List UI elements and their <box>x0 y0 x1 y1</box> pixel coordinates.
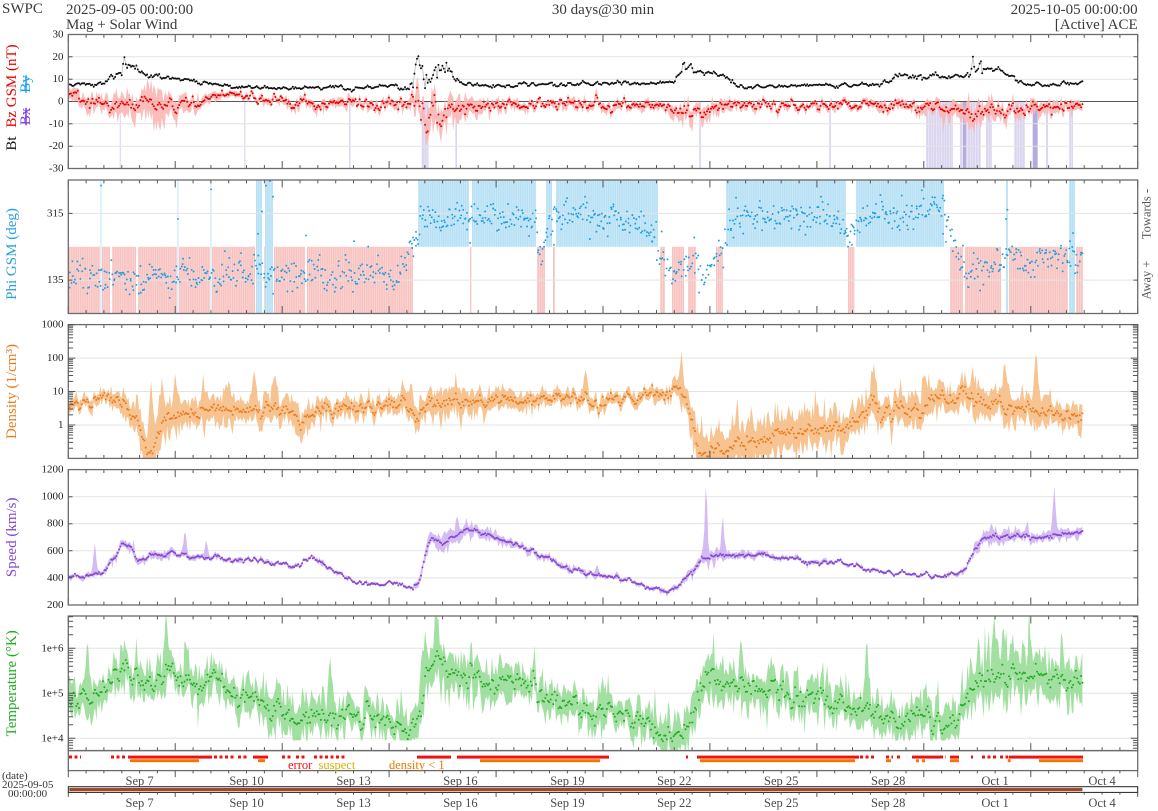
svg-text:200: 200 <box>47 599 64 611</box>
svg-text:suspect: suspect <box>319 758 356 772</box>
svg-text:Towards -: Towards - <box>1140 189 1154 239</box>
svg-text:Sep 10: Sep 10 <box>229 774 263 788</box>
svg-text:(date): (date) <box>2 770 28 782</box>
svg-text:Oct 4: Oct 4 <box>1088 796 1116 810</box>
svg-text:135: 135 <box>47 274 64 286</box>
svg-text:-10: -10 <box>49 118 64 130</box>
svg-text:2025-10-05 00:00:00: 2025-10-05 00:00:00 <box>1011 2 1138 18</box>
svg-text:Sep 25: Sep 25 <box>764 796 798 810</box>
svg-text:Bx: Bx <box>18 107 34 125</box>
svg-text:Sep 28: Sep 28 <box>871 796 905 810</box>
svg-text:600: 600 <box>47 545 64 557</box>
svg-text:By: By <box>18 75 34 93</box>
svg-text:800: 800 <box>47 518 64 530</box>
svg-text:Sep 7: Sep 7 <box>126 796 154 810</box>
svg-text:-20: -20 <box>49 140 64 152</box>
svg-text:Sep 13: Sep 13 <box>336 796 370 810</box>
svg-text:20: 20 <box>53 51 65 63</box>
svg-text:Sep 25: Sep 25 <box>764 774 798 788</box>
svg-text:Density (1/cm³): Density (1/cm³) <box>4 344 20 439</box>
svg-text:density < 1: density < 1 <box>389 758 445 772</box>
svg-text:1: 1 <box>58 419 64 431</box>
svg-text:Mag + Solar Wind: Mag + Solar Wind <box>66 17 178 33</box>
svg-text:2025-09-05: 2025-09-05 <box>2 779 54 791</box>
svg-text:Sep 16: Sep 16 <box>443 796 477 810</box>
svg-text:1200: 1200 <box>42 464 65 476</box>
svg-text:1000: 1000 <box>42 491 65 503</box>
svg-text:1e+6: 1e+6 <box>41 642 64 654</box>
svg-text:Away +: Away + <box>1140 261 1154 300</box>
svg-text:Sep 22: Sep 22 <box>657 796 691 810</box>
svg-text:-30: -30 <box>49 163 64 175</box>
svg-text:Temperature (°K): Temperature (°K) <box>4 630 20 736</box>
svg-text:Bz GSM (nT): Bz GSM (nT) <box>4 44 20 127</box>
svg-text:100: 100 <box>47 352 64 364</box>
svg-text:30: 30 <box>53 29 65 41</box>
svg-text:Oct 1: Oct 1 <box>981 774 1008 788</box>
svg-text:Sep 19: Sep 19 <box>550 774 584 788</box>
svg-text:error: error <box>288 758 313 772</box>
svg-text:Sep 28: Sep 28 <box>871 774 905 788</box>
svg-text:1e+5: 1e+5 <box>41 687 64 699</box>
svg-text:1e+4: 1e+4 <box>41 732 64 744</box>
svg-text:00:00:00: 00:00:00 <box>8 788 48 800</box>
svg-text:Oct 1: Oct 1 <box>981 796 1008 810</box>
svg-text:30 days@30 min: 30 days@30 min <box>552 2 655 18</box>
svg-text:Sep 19: Sep 19 <box>550 796 584 810</box>
svg-text:10: 10 <box>53 386 65 398</box>
svg-text:0: 0 <box>58 96 64 108</box>
svg-text:400: 400 <box>47 572 64 584</box>
svg-text:2025-09-05 00:00:00: 2025-09-05 00:00:00 <box>66 2 193 18</box>
svg-text:Bt: Bt <box>4 136 20 151</box>
svg-text:Speed (km/s): Speed (km/s) <box>4 498 20 578</box>
svg-text:315: 315 <box>47 207 64 219</box>
svg-text:SWPC: SWPC <box>2 1 43 17</box>
svg-text:Sep 10: Sep 10 <box>229 796 263 810</box>
svg-text:Oct 4: Oct 4 <box>1088 774 1116 788</box>
svg-text:Sep 16: Sep 16 <box>443 774 477 788</box>
svg-text:Sep 22: Sep 22 <box>657 774 691 788</box>
svg-text:[Active] ACE: [Active] ACE <box>1055 17 1138 33</box>
svg-text:1000: 1000 <box>42 319 65 331</box>
svg-text:Sep 13: Sep 13 <box>336 774 370 788</box>
svg-text:Sep 7: Sep 7 <box>126 774 154 788</box>
svg-text:Phi GSM (deg): Phi GSM (deg) <box>4 208 20 300</box>
svg-text:10: 10 <box>53 73 65 85</box>
